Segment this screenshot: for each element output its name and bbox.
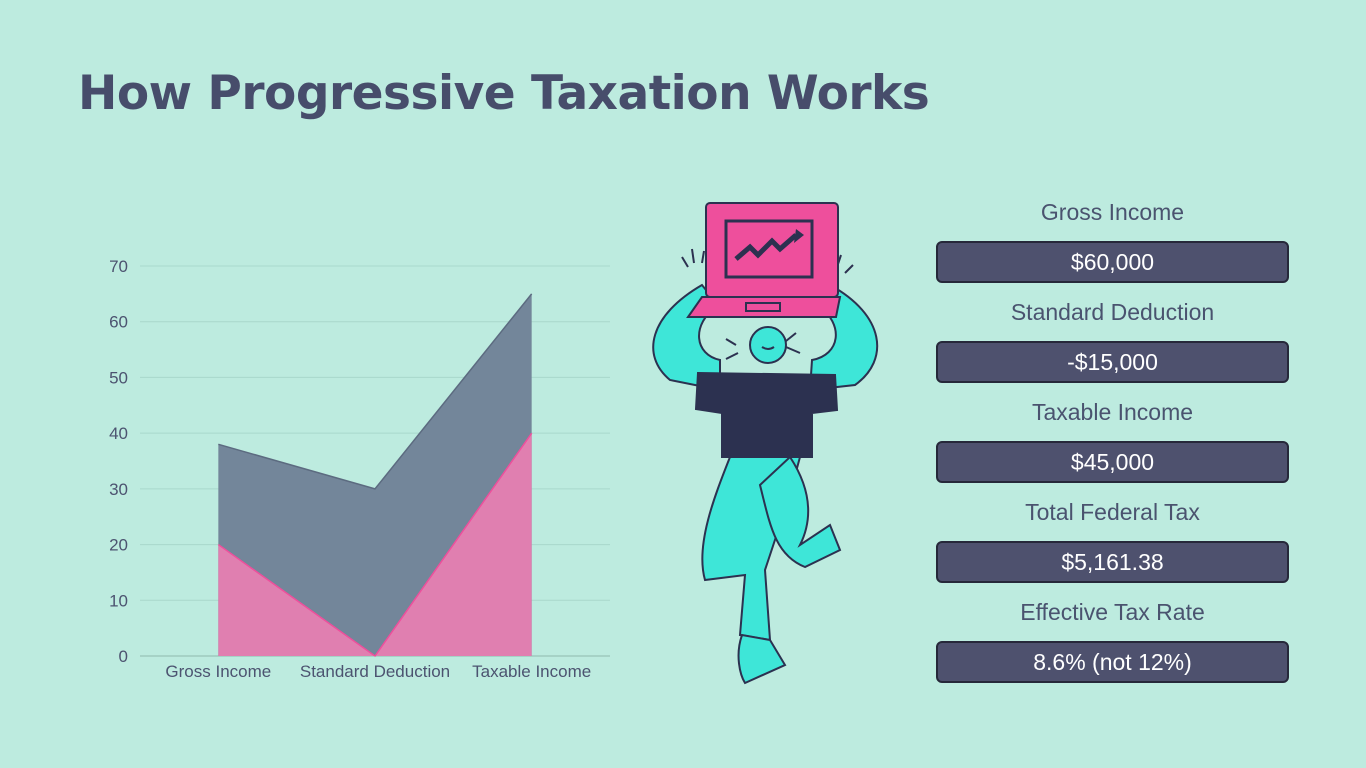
stat-label: Standard Deduction xyxy=(1010,299,1215,325)
x-tick-label: Gross Income xyxy=(165,662,271,681)
stat-total-federal-tax: Total Federal Tax $5,161.38 xyxy=(936,496,1289,583)
area-series-0 xyxy=(218,433,532,656)
stat-gross-income: Gross Income $60,000 xyxy=(936,196,1289,283)
y-tick-label: 20 xyxy=(109,536,128,555)
stat-label: Effective Tax Rate xyxy=(1020,599,1205,625)
page-title: How Progressive Taxation Works xyxy=(78,66,930,121)
area-series-line-1 xyxy=(218,293,533,490)
person-holding-laptop-illustration xyxy=(652,202,879,685)
stat-label: Gross Income xyxy=(1040,199,1185,225)
stat-value-box: $60,000 xyxy=(936,241,1289,283)
area-chart: 0 10 20 30 40 50 60 70 Gross Income Standard Dedu… xyxy=(109,257,610,681)
y-tick-label: 0 xyxy=(119,647,128,666)
tax-summary-panel: Gross Income $60,000 Standard Deduction … xyxy=(936,196,1289,696)
stat-standard-deduction: Standard Deduction -$15,000 xyxy=(936,296,1289,383)
x-tick-label: Taxable Income xyxy=(472,662,591,681)
stat-label: Total Federal Tax xyxy=(1025,499,1200,525)
y-tick-label: 70 xyxy=(109,257,128,276)
y-tick-label: 50 xyxy=(109,368,128,387)
stat-value-box: 8.6% (not 12%) xyxy=(936,641,1289,683)
y-tick-label: 30 xyxy=(109,480,128,499)
y-tick-label: 10 xyxy=(109,591,128,610)
stat-value-box: $5,161.38 xyxy=(936,541,1289,583)
stat-value-box: -$15,000 xyxy=(936,341,1289,383)
stat-value-box: $45,000 xyxy=(936,441,1289,483)
stat-label: Taxable Income xyxy=(1031,399,1194,425)
stat-effective-tax-rate: Effective Tax Rate 8.6% (not 12%) xyxy=(936,596,1289,683)
y-tick-label: 60 xyxy=(109,313,128,332)
x-tick-label: Standard Deduction xyxy=(300,662,450,681)
stat-taxable-income: Taxable Income $45,000 xyxy=(936,396,1289,483)
y-tick-label: 40 xyxy=(109,424,128,443)
area-series-line-0 xyxy=(217,432,533,658)
